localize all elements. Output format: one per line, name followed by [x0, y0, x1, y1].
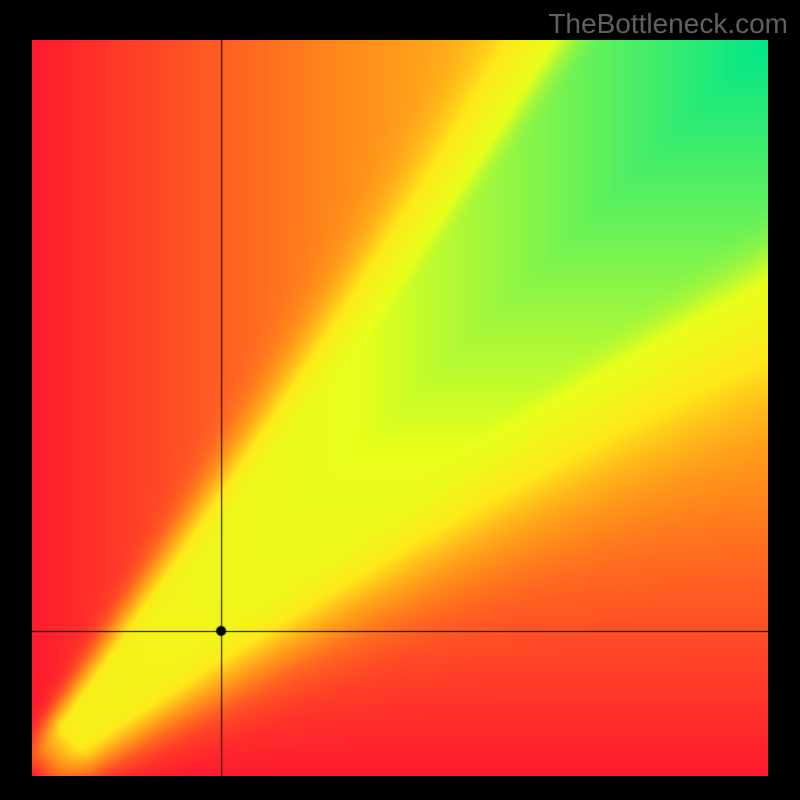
heatmap-plot — [32, 40, 768, 776]
heatmap-canvas — [32, 40, 768, 776]
chart-container: TheBottleneck.com — [0, 0, 800, 800]
watermark-label: TheBottleneck.com — [548, 8, 788, 40]
